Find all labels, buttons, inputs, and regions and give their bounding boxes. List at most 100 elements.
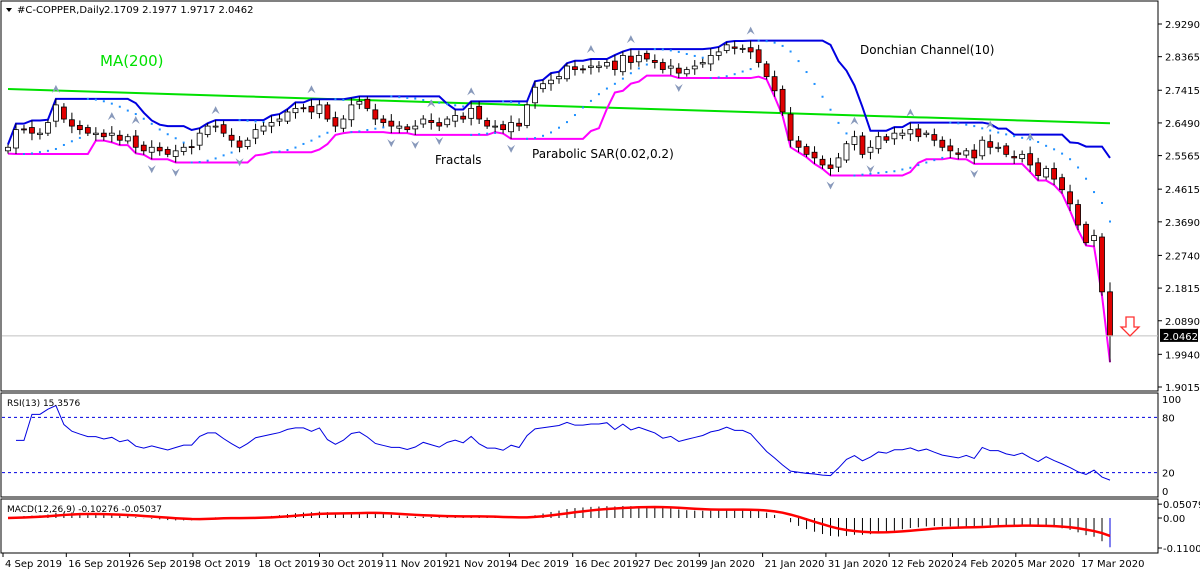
candle[interactable] — [835, 157, 842, 168]
candle[interactable] — [739, 47, 746, 50]
candle[interactable] — [244, 139, 251, 147]
candle[interactable] — [1099, 236, 1105, 293]
candle[interactable] — [532, 86, 538, 104]
candle[interactable] — [252, 129, 259, 139]
candle[interactable] — [707, 55, 714, 65]
candle[interactable] — [540, 83, 546, 90]
candle[interactable] — [476, 105, 483, 120]
candle[interactable] — [324, 104, 331, 120]
candle[interactable] — [795, 140, 802, 148]
candle[interactable] — [979, 139, 986, 157]
candle[interactable] — [811, 151, 818, 159]
candle[interactable] — [100, 132, 107, 138]
candle[interactable] — [1011, 156, 1018, 159]
candle[interactable] — [124, 136, 131, 142]
candle[interactable] — [899, 132, 906, 136]
candle[interactable] — [116, 134, 123, 141]
candle[interactable] — [675, 67, 682, 74]
candle[interactable] — [1091, 235, 1097, 241]
candle[interactable] — [372, 109, 379, 120]
candle[interactable] — [180, 146, 187, 152]
candle[interactable] — [13, 129, 19, 149]
candle[interactable] — [308, 105, 315, 113]
candle[interactable] — [37, 132, 43, 135]
candle[interactable] — [268, 122, 275, 127]
candle[interactable] — [755, 49, 762, 63]
candle[interactable] — [955, 152, 962, 155]
candle[interactable] — [172, 150, 179, 157]
candle[interactable] — [627, 55, 634, 63]
candle[interactable] — [364, 98, 371, 109]
candle[interactable] — [1027, 153, 1034, 166]
candle[interactable] — [891, 132, 898, 140]
candle[interactable] — [428, 120, 435, 123]
candle[interactable] — [580, 68, 586, 71]
candle[interactable] — [156, 146, 163, 152]
candle[interactable] — [867, 146, 874, 153]
candle[interactable] — [548, 79, 554, 85]
candle[interactable] — [412, 125, 419, 130]
collapse-triangle-icon[interactable] — [6, 8, 12, 12]
candle[interactable] — [907, 129, 914, 135]
candle[interactable] — [683, 69, 690, 75]
candle[interactable] — [420, 118, 427, 125]
candle[interactable] — [132, 135, 139, 148]
candle[interactable] — [995, 146, 1002, 149]
candle[interactable] — [164, 149, 171, 155]
candle[interactable] — [388, 120, 395, 127]
candle[interactable] — [1035, 162, 1042, 176]
candle[interactable] — [787, 113, 794, 141]
candle[interactable] — [931, 134, 938, 141]
candle[interactable] — [68, 119, 75, 127]
candle[interactable] — [875, 136, 882, 150]
candle[interactable] — [923, 132, 930, 135]
candle[interactable] — [460, 115, 467, 120]
candle[interactable] — [1067, 191, 1073, 205]
candle[interactable] — [516, 122, 522, 127]
candle[interactable] — [556, 76, 562, 80]
candle[interactable] — [300, 107, 307, 110]
candle[interactable] — [380, 118, 387, 123]
candle[interactable] — [819, 158, 826, 166]
candle[interactable] — [604, 62, 610, 67]
candle[interactable] — [588, 65, 594, 68]
candle[interactable] — [1051, 168, 1058, 180]
candle[interactable] — [508, 122, 514, 133]
candle[interactable] — [619, 55, 626, 73]
candle[interactable] — [731, 46, 738, 49]
candle[interactable] — [292, 108, 299, 114]
candle[interactable] — [212, 125, 219, 128]
candle[interactable] — [651, 59, 658, 63]
candle[interactable] — [404, 126, 411, 131]
candle[interactable] — [596, 65, 602, 68]
candle[interactable] — [859, 135, 866, 155]
candle[interactable] — [60, 106, 67, 120]
candle[interactable] — [1019, 153, 1026, 160]
candle[interactable] — [947, 145, 954, 152]
candle[interactable] — [1107, 291, 1113, 337]
candle[interactable] — [667, 65, 674, 69]
candle[interactable] — [276, 118, 283, 122]
candle[interactable] — [84, 127, 91, 134]
candle[interactable] — [188, 146, 195, 148]
candle[interactable] — [939, 139, 946, 148]
candle[interactable] — [45, 122, 51, 134]
candle[interactable] — [196, 132, 203, 146]
candle[interactable] — [348, 104, 355, 121]
candle[interactable] — [76, 124, 83, 131]
candle[interactable] — [148, 146, 155, 153]
candle[interactable] — [963, 150, 970, 156]
candle[interactable] — [228, 134, 235, 141]
candle[interactable] — [53, 104, 59, 122]
candle[interactable] — [452, 115, 459, 122]
candle[interactable] — [484, 120, 491, 127]
candle[interactable] — [659, 62, 666, 70]
candle[interactable] — [92, 132, 99, 135]
candle[interactable] — [883, 136, 890, 141]
candle[interactable] — [524, 104, 530, 126]
candle[interactable] — [715, 51, 722, 56]
candle[interactable] — [340, 118, 347, 129]
candle[interactable] — [611, 60, 618, 70]
